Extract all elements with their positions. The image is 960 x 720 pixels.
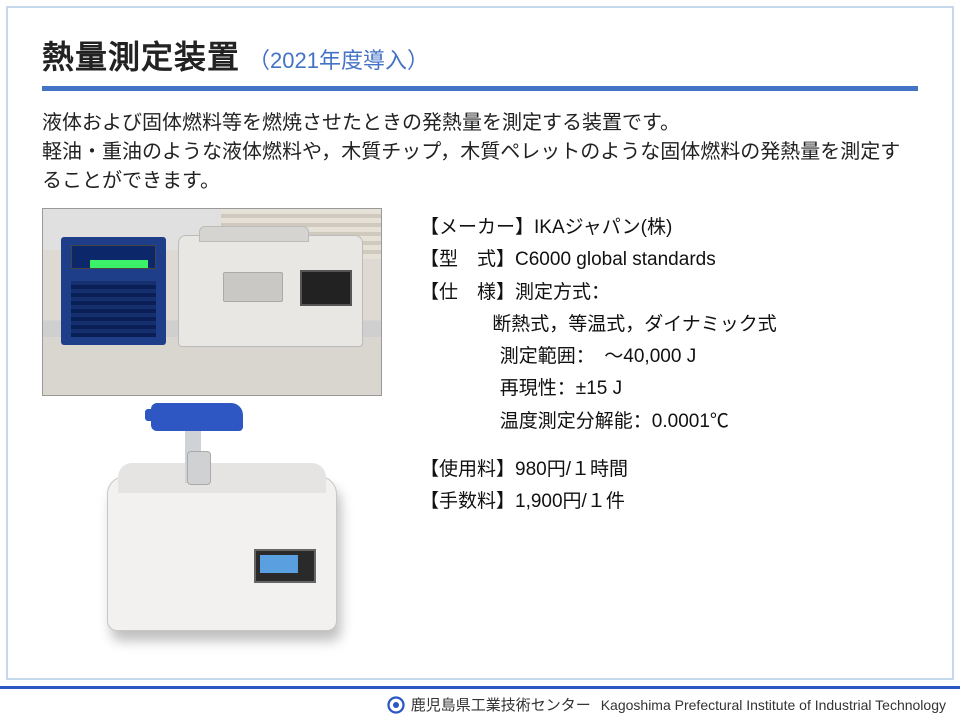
content-row: 【メーカー】IKAジャパン(株) 【型 式】C6000 global stand… [42, 208, 918, 643]
spec-repro: 再現性：±15 J [500, 373, 777, 405]
label-model: 【型 式】 [420, 249, 515, 270]
spec-model: 【型 式】C6000 global standards [420, 244, 777, 276]
value-fee-use: 980円/１時間 [515, 459, 628, 480]
spec-fee-use: 【使用料】980円/１時間 [420, 454, 777, 486]
description-line: 液体および固体燃料等を燃焼させたときの発熱量を測定する装置です。 [42, 109, 918, 138]
document-frame: 熱量測定装置 （2021年度導入） 液体および固体燃料等を燃焼させたときの発熱量… [6, 6, 954, 680]
spec-tempres: 温度測定分解能：0.0001℃ [500, 406, 777, 438]
label-spec: 【仕 様】 [420, 282, 515, 303]
image-column [42, 208, 402, 643]
org-logo-icon [387, 696, 405, 714]
description-line: 軽油・重油のような液体燃料や，木質チップ，木質ペレットのような固体燃料の発熱量を… [42, 138, 918, 196]
label-method: 測定方式： [515, 282, 610, 303]
page-title: 熱量測定装置 [42, 32, 240, 78]
footer-org-en: Kagoshima Prefectural Institute of Indus… [601, 697, 946, 713]
spec-method-value: 断熱式，等温式，ダイナミック式 [492, 309, 777, 341]
spec-maker: 【メーカー】IKAジャパン(株) [420, 212, 777, 244]
equipment-photo-2 [77, 408, 367, 643]
equipment-photo-1 [42, 208, 382, 396]
label-maker: 【メーカー】 [420, 217, 534, 238]
spec-range: 測定範囲： ～40,000 J [500, 341, 777, 373]
spec-block: 【メーカー】IKAジャパン(株) 【型 式】C6000 global stand… [420, 208, 777, 643]
footer-org-ja: 鹿児島県工業技術センター [411, 694, 591, 715]
value-maker: IKAジャパン(株) [534, 217, 672, 238]
footer: 鹿児島県工業技術センター Kagoshima Prefectural Insti… [0, 686, 960, 720]
spec-fee-hand: 【手数料】1,900円/１件 [420, 486, 777, 518]
label-fee-hand: 【手数料】 [420, 491, 515, 512]
title-row: 熱量測定装置 （2021年度導入） [42, 32, 918, 78]
value-fee-hand: 1,900円/１件 [515, 491, 625, 512]
value-model: C6000 global standards [515, 249, 716, 270]
spec-spec: 【仕 様】測定方式： [420, 277, 777, 309]
label-fee-use: 【使用料】 [420, 459, 515, 480]
page-subtitle: （2021年度導入） [248, 43, 429, 75]
description: 液体および固体燃料等を燃焼させたときの発熱量を測定する装置です。 軽油・重油のよ… [42, 109, 918, 196]
title-rule [42, 86, 918, 91]
